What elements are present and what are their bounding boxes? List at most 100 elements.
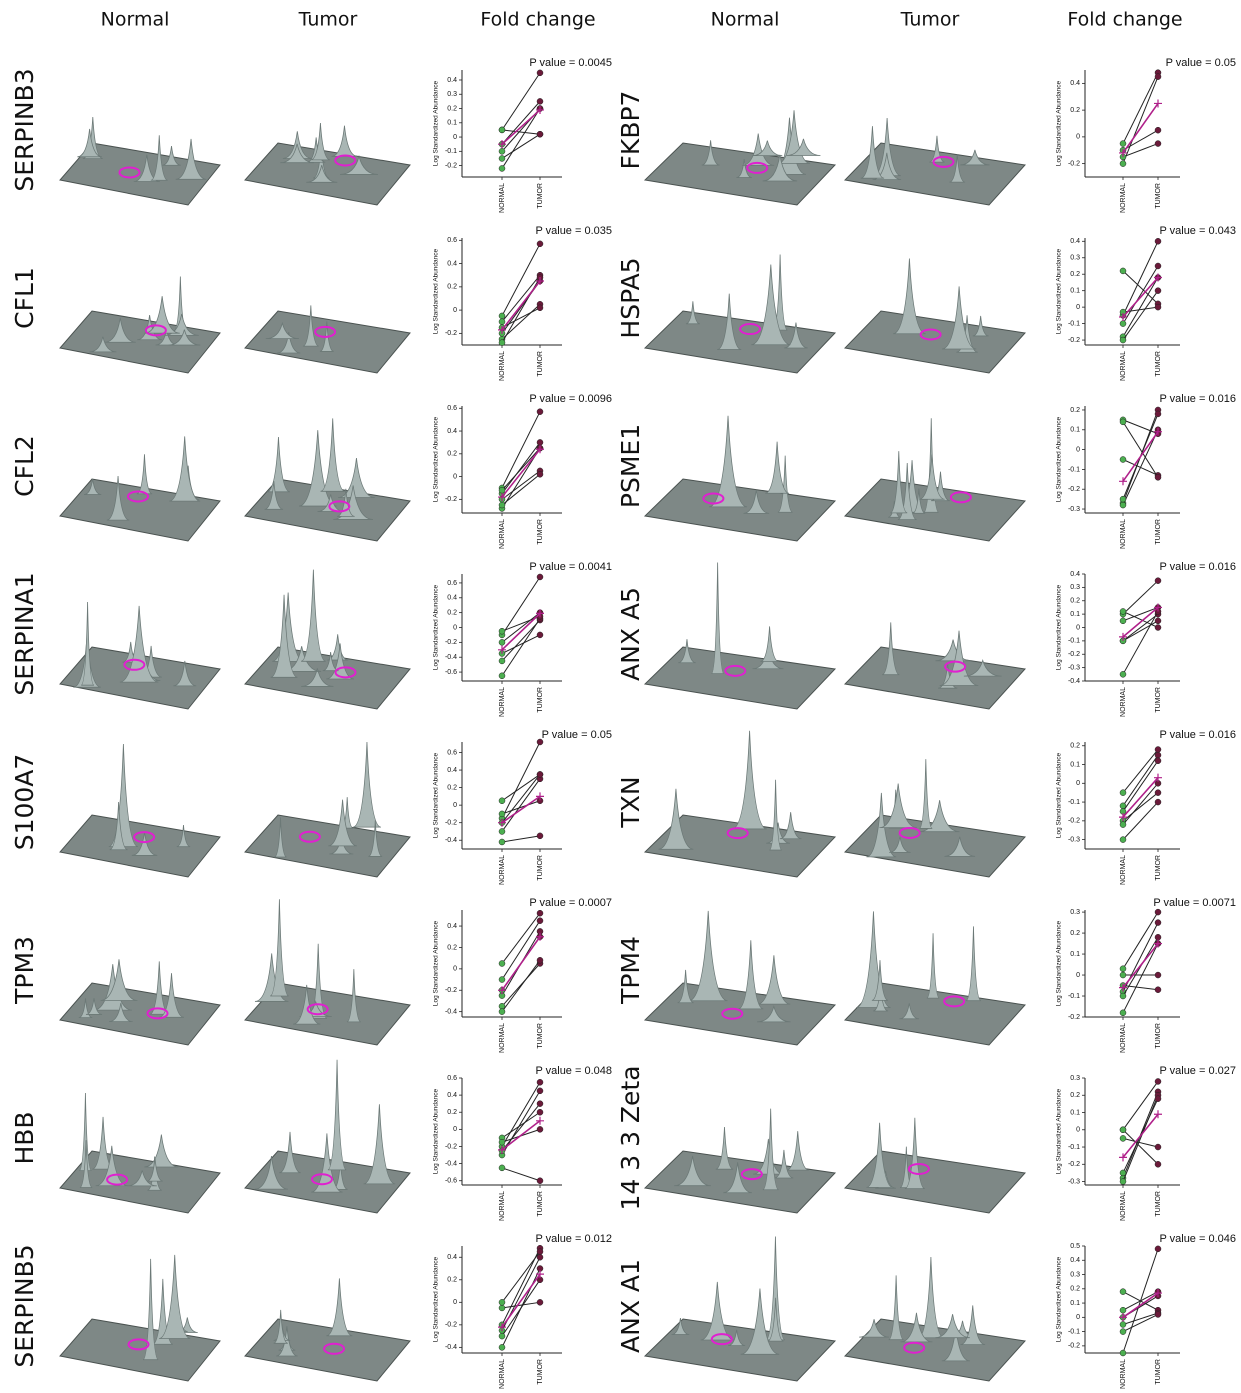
surface-plot <box>843 759 1026 878</box>
surface-peak <box>762 1108 779 1191</box>
spot-outline <box>724 664 747 677</box>
surface-peak <box>715 1126 734 1170</box>
data-point <box>1119 1169 1127 1177</box>
spot-outline <box>944 660 967 673</box>
data-point <box>498 148 506 155</box>
data-point <box>1154 986 1162 993</box>
column-header: Tumor <box>298 9 358 31</box>
surface-peak <box>93 964 133 1011</box>
data-point <box>1119 495 1127 503</box>
y-tick-label: 0.2 <box>1070 1092 1080 1099</box>
surface-plot <box>843 1256 1026 1382</box>
data-point <box>1119 501 1127 509</box>
data-point <box>536 1087 544 1095</box>
data-point <box>498 639 506 646</box>
gene-label: SERPINA1 <box>10 572 39 695</box>
spot-outline <box>903 1341 926 1354</box>
y-tick-label: 0.1 <box>1070 1300 1080 1307</box>
surface-peak <box>144 296 180 334</box>
surface-peak <box>327 1059 347 1171</box>
paired-line <box>1122 749 1159 793</box>
y-tick-label: -0.4 <box>445 837 457 844</box>
surface-peak <box>173 660 197 687</box>
mean-marker <box>1119 313 1127 322</box>
y-axis-label: Log Standardized Abundance <box>433 1256 440 1342</box>
mean-marker <box>1119 632 1127 641</box>
p-value: P value = 0.0041 <box>529 561 612 573</box>
data-point <box>1154 908 1162 916</box>
surface-peak <box>742 133 775 166</box>
surface-plate <box>59 814 221 878</box>
surface-plate <box>843 814 1026 878</box>
p-value: P value = 0.043 <box>1159 225 1236 237</box>
y-tick-label: -0.1 <box>1068 466 1080 473</box>
surface-peak <box>935 639 971 662</box>
paired-line <box>501 72 541 131</box>
surface-peak <box>277 331 301 354</box>
data-point <box>1154 287 1162 294</box>
paired-line <box>501 1082 541 1147</box>
p-value: P value = 0.05 <box>542 729 612 741</box>
y-tick-label: 0.2 <box>447 1109 457 1116</box>
surface-peak <box>768 779 783 851</box>
y-tick-label: 0 <box>1076 780 1080 787</box>
gene-label: TPM4 <box>616 936 645 1005</box>
x-tick-label: NORMAL <box>1120 1191 1127 1221</box>
surface-peak <box>899 1003 920 1020</box>
y-tick-label: 0.1 <box>1070 611 1080 618</box>
data-point <box>1119 608 1127 615</box>
mean-marker <box>498 325 506 334</box>
x-tick-label: NORMAL <box>499 687 506 717</box>
surface-plot <box>643 910 837 1046</box>
mean-marker <box>536 445 544 454</box>
y-tick-label: 0.3 <box>1070 255 1080 262</box>
surface-peak <box>280 143 314 164</box>
data-point <box>1154 624 1162 631</box>
y-tick-label: 0 <box>453 1126 457 1133</box>
gene-label: ANX A5 <box>616 587 645 681</box>
surface-peak <box>873 118 901 177</box>
y-tick-label: -0.3 <box>1068 1178 1080 1185</box>
paired-line <box>1122 1291 1159 1311</box>
spot-outline <box>740 1168 763 1181</box>
y-tick-label: -0.2 <box>1068 1161 1080 1168</box>
paired-line <box>1122 777 1159 818</box>
y-axis-label: Log Standardized Abundance <box>433 1088 440 1174</box>
paired-line <box>1122 143 1159 158</box>
paired-line <box>1122 611 1159 675</box>
surface-peak <box>104 317 136 343</box>
y-tick-label: 0 <box>453 966 457 973</box>
paired-line <box>501 108 541 169</box>
data-point <box>1119 1328 1127 1335</box>
y-tick-label: -0.2 <box>1068 651 1080 658</box>
surface-peak <box>688 910 728 1002</box>
surface-plot <box>244 569 411 710</box>
data-point <box>1119 821 1127 828</box>
surface-peak <box>119 605 159 683</box>
y-tick-label: 0 <box>1076 624 1080 631</box>
data-point <box>536 408 544 415</box>
surface-peak <box>743 489 770 514</box>
gene-label: TXN <box>616 776 645 828</box>
surface-plot <box>843 1117 1026 1214</box>
spot-outline <box>746 161 769 174</box>
data-point <box>536 917 544 924</box>
gene-label: CFL2 <box>10 435 39 497</box>
paired-line <box>501 243 541 317</box>
spot-outline <box>123 658 146 671</box>
y-tick-label: 0.4 <box>447 1254 457 1261</box>
surface-peak <box>965 926 982 1002</box>
y-axis-label: Log Standardized Abundance <box>1056 248 1063 334</box>
x-tick-label: TUMOR <box>1155 1359 1162 1385</box>
y-tick-label: -0.2 <box>445 987 457 994</box>
y-tick-label: 0 <box>1076 1314 1080 1321</box>
paired-line <box>1122 754 1159 807</box>
surface-peak <box>147 1157 163 1182</box>
data-point <box>536 304 544 312</box>
surface-peak <box>900 1312 933 1343</box>
paired-line <box>501 101 541 145</box>
y-tick-label: -0.2 <box>1068 1343 1080 1350</box>
spot-outline <box>127 490 150 503</box>
surface-plot <box>244 1059 411 1214</box>
column-header: Tumor <box>900 9 960 31</box>
